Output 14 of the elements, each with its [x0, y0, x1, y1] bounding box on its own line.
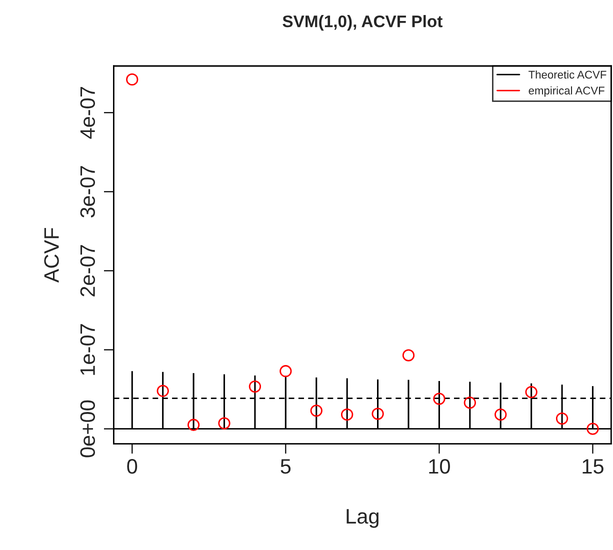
x-tick-label: 5 — [280, 459, 291, 474]
chart-title: SVM(1,0), ACVF Plot — [282, 15, 442, 31]
x-tick-label: 15 — [582, 459, 604, 474]
x-tick-label: 0 — [127, 458, 138, 474]
y-axis-title: ACVF — [44, 228, 59, 283]
y-tick-label: 2e-07 — [80, 245, 96, 296]
x-tick-label: 10 — [429, 458, 450, 474]
legend-label: Theoretic ACVF — [528, 70, 606, 79]
y-tick-label: 1e-07 — [80, 324, 96, 375]
y-tick-label: 0e+00 — [80, 400, 96, 458]
x-axis-title: Lag — [346, 509, 378, 528]
legend-label: empirical ACVF — [528, 86, 604, 97]
y-tick-label: 4e-07 — [80, 87, 96, 139]
y-tick-label: 3e-07 — [80, 166, 96, 218]
